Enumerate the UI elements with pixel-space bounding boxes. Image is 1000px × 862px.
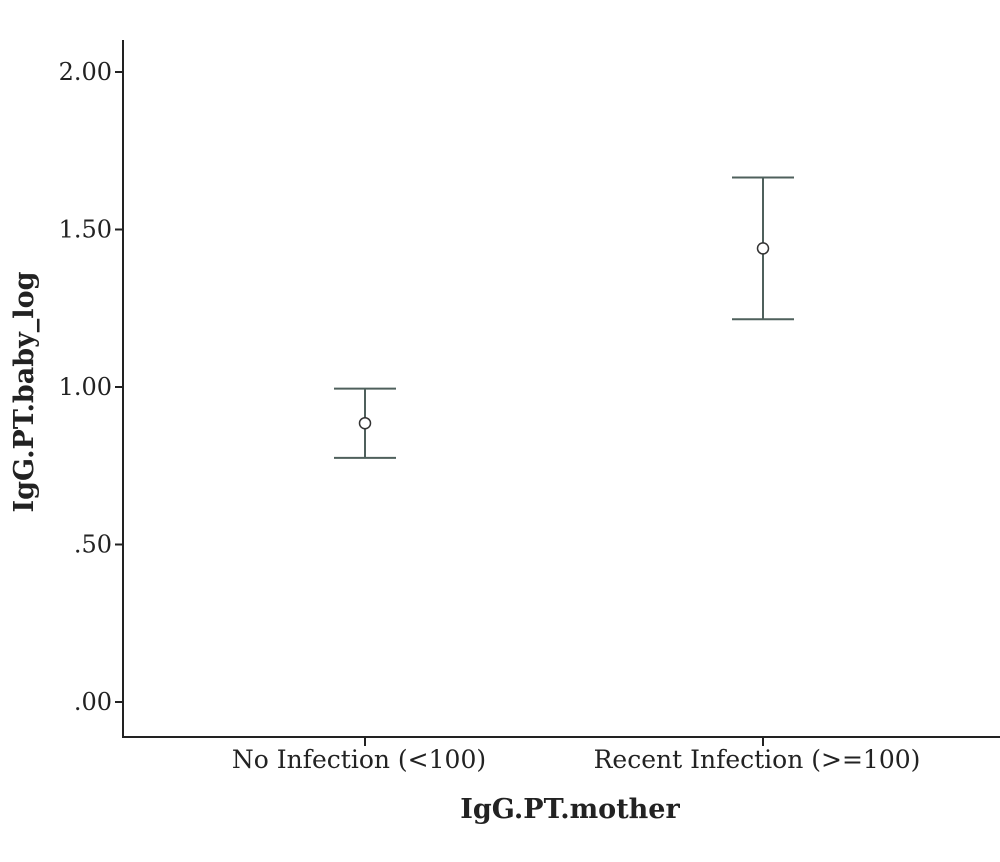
- x-axis-title: IgG.PT.mother: [460, 794, 680, 825]
- y-axis-title: IgG.PT.baby_log: [9, 271, 40, 512]
- mean-marker: [358, 416, 372, 430]
- x-tick-label: Recent Infection (>=100): [594, 745, 921, 774]
- error-bar: [732, 176, 794, 321]
- error-bars: [334, 176, 794, 459]
- x-ticks: No Infection (<100) Recent Infection (>=1…: [232, 737, 921, 774]
- y-tick-label: .00: [74, 688, 112, 716]
- y-tick-label: 2.00: [59, 58, 112, 86]
- x-tick-label: No Infection (<100): [232, 745, 486, 774]
- y-tick-label: 1.00: [59, 373, 112, 401]
- y-tick-label: .50: [74, 531, 112, 559]
- y-tick-label: 1.50: [59, 216, 112, 244]
- y-ticks: .00 .50 1.00 1.50 2.00: [59, 58, 123, 716]
- error-bar: [334, 387, 396, 459]
- axes: [122, 40, 1000, 738]
- mean-marker: [756, 242, 770, 255]
